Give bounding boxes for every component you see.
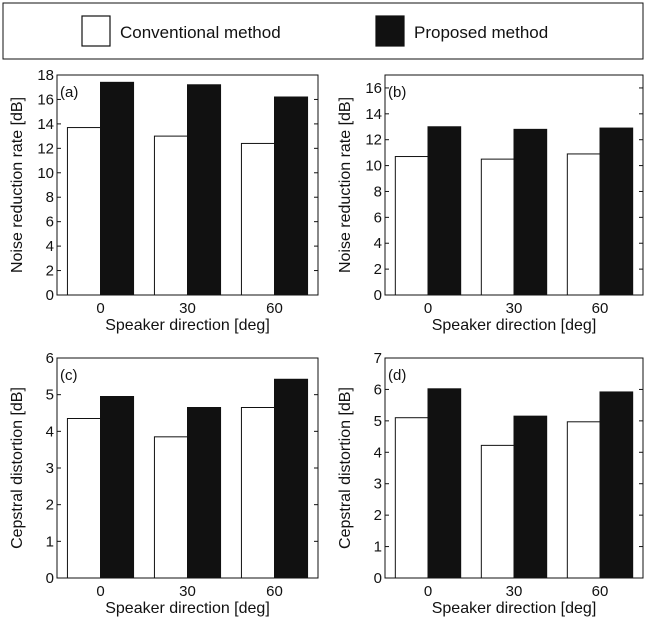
legend: Conventional method Proposed method xyxy=(2,2,644,60)
bar-d-proposed-30 xyxy=(513,415,548,579)
y-tick-label-a: 14 xyxy=(37,116,54,133)
bar-a-conventional-0 xyxy=(66,127,102,296)
x-tick-label-a: 0 xyxy=(96,300,104,317)
bar-a-proposed-0 xyxy=(100,81,135,296)
legend-label-conventional: Conventional method xyxy=(120,23,281,42)
y-tick-label-a: 8 xyxy=(46,189,54,206)
y-tick-label-d: 4 xyxy=(374,444,382,461)
legend-swatch-conventional xyxy=(81,15,111,47)
bar-d-conventional-60 xyxy=(566,421,601,579)
x-tick-label-b: 0 xyxy=(424,300,432,317)
bar-b-conventional-0 xyxy=(394,156,429,296)
y-tick-label-a: 18 xyxy=(37,67,54,84)
y-tick-label-d: 5 xyxy=(374,413,382,430)
y-tick-label-a: 4 xyxy=(46,238,54,255)
x-tick-label-a: 30 xyxy=(179,300,196,317)
bar-c-conventional-0 xyxy=(66,418,102,579)
y-tick-label-b: 16 xyxy=(365,80,382,97)
y-tick-label-d: 1 xyxy=(374,539,382,556)
bar-d-conventional-30 xyxy=(480,444,515,579)
x-axis-label-a: Speaker direction [deg] xyxy=(105,317,270,334)
bar-b-proposed-60 xyxy=(599,127,634,296)
bar-d-proposed-60 xyxy=(599,391,634,579)
y-axis-label-b: Noise reduction rate [dB] xyxy=(337,97,354,273)
y-axis-label-c: Cepstral distortion [dB] xyxy=(9,387,26,549)
x-axis-label-c: Speaker direction [deg] xyxy=(105,600,270,617)
y-tick-label-a: 2 xyxy=(46,263,54,280)
panel-a: 0 2 4 6 8 10 12 14 16 18 0 30 60 (a) Speaker direction… xyxy=(9,67,319,334)
x-tick-label-c: 60 xyxy=(266,583,283,600)
y-axis-label-a: Noise reduction rate [dB] xyxy=(9,97,26,273)
bar-b-proposed-30 xyxy=(513,128,548,296)
bar-b-proposed-0 xyxy=(427,126,462,296)
y-tick-label-b: 14 xyxy=(365,106,382,123)
y-tick-label-b: 2 xyxy=(374,261,382,278)
y-tick-label-b: 0 xyxy=(374,287,382,304)
y-tick-label-b: 8 xyxy=(374,183,382,200)
x-tick-label-d: 0 xyxy=(424,583,432,600)
bar-c-proposed-60 xyxy=(274,378,309,579)
y-tick-label-a: 10 xyxy=(37,165,54,182)
panel-label-d: (d) xyxy=(388,367,406,384)
y-tick-label-a: 12 xyxy=(37,140,54,157)
bar-a-proposed-60 xyxy=(274,96,309,296)
bar-b-conventional-60 xyxy=(566,153,601,296)
panel-label-c: (c) xyxy=(60,367,78,384)
bar-d-proposed-0 xyxy=(427,388,462,579)
x-tick-label-b: 60 xyxy=(592,300,609,317)
y-tick-label-d: 6 xyxy=(374,381,382,398)
y-tick-label-b: 6 xyxy=(374,209,382,226)
y-tick-label-a: 16 xyxy=(37,91,54,108)
y-tick-label-c: 4 xyxy=(46,423,54,440)
y-tick-label-b: 4 xyxy=(374,235,382,252)
y-tick-label-d: 3 xyxy=(374,476,382,493)
x-axis-label-b: Speaker direction [deg] xyxy=(432,317,597,334)
legend-swatch-proposed xyxy=(375,15,405,47)
y-tick-label-d: 0 xyxy=(374,570,382,587)
x-tick-label-d: 60 xyxy=(592,583,609,600)
bar-a-conventional-30 xyxy=(153,135,189,296)
y-tick-label-c: 6 xyxy=(46,350,54,367)
panel-b: 0 2 4 6 8 10 12 14 16 0 30 60 (b) Speaker direction [… xyxy=(337,74,644,334)
bar-a-proposed-30 xyxy=(187,84,222,296)
panel-d: 0 1 2 3 4 5 6 7 0 30 60 (d) Speaker direction [deg] C… xyxy=(337,350,644,617)
y-tick-label-a: 6 xyxy=(46,214,54,231)
x-tick-label-a: 60 xyxy=(266,300,283,317)
y-tick-label-b: 10 xyxy=(365,158,382,175)
y-tick-label-b: 12 xyxy=(365,132,382,149)
x-axis-label-d: Speaker direction [deg] xyxy=(432,600,597,617)
bar-a-conventional-60 xyxy=(240,142,276,296)
y-tick-label-d: 2 xyxy=(374,507,382,524)
legend-label-proposed: Proposed method xyxy=(414,23,548,42)
bar-c-conventional-60 xyxy=(240,407,276,579)
y-tick-label-c: 0 xyxy=(46,570,54,587)
panel-label-b: (b) xyxy=(388,84,406,101)
x-tick-label-c: 0 xyxy=(96,583,104,600)
y-tick-label-c: 1 xyxy=(46,533,54,550)
x-tick-label-c: 30 xyxy=(179,583,196,600)
y-tick-label-c: 5 xyxy=(46,387,54,404)
bar-c-proposed-30 xyxy=(187,407,222,579)
x-tick-label-d: 30 xyxy=(506,583,523,600)
x-tick-label-b: 30 xyxy=(506,300,523,317)
bar-c-proposed-0 xyxy=(100,396,135,579)
y-tick-label-a: 0 xyxy=(46,287,54,304)
y-tick-label-c: 3 xyxy=(46,460,54,477)
bar-b-conventional-30 xyxy=(480,158,515,296)
bar-c-conventional-30 xyxy=(153,436,189,579)
panel-label-a: (a) xyxy=(60,84,78,101)
y-tick-label-c: 2 xyxy=(46,497,54,514)
bar-d-conventional-0 xyxy=(394,417,429,579)
y-axis-label-d: Cepstral distortion [dB] xyxy=(337,387,354,549)
y-tick-label-d: 7 xyxy=(374,350,382,367)
